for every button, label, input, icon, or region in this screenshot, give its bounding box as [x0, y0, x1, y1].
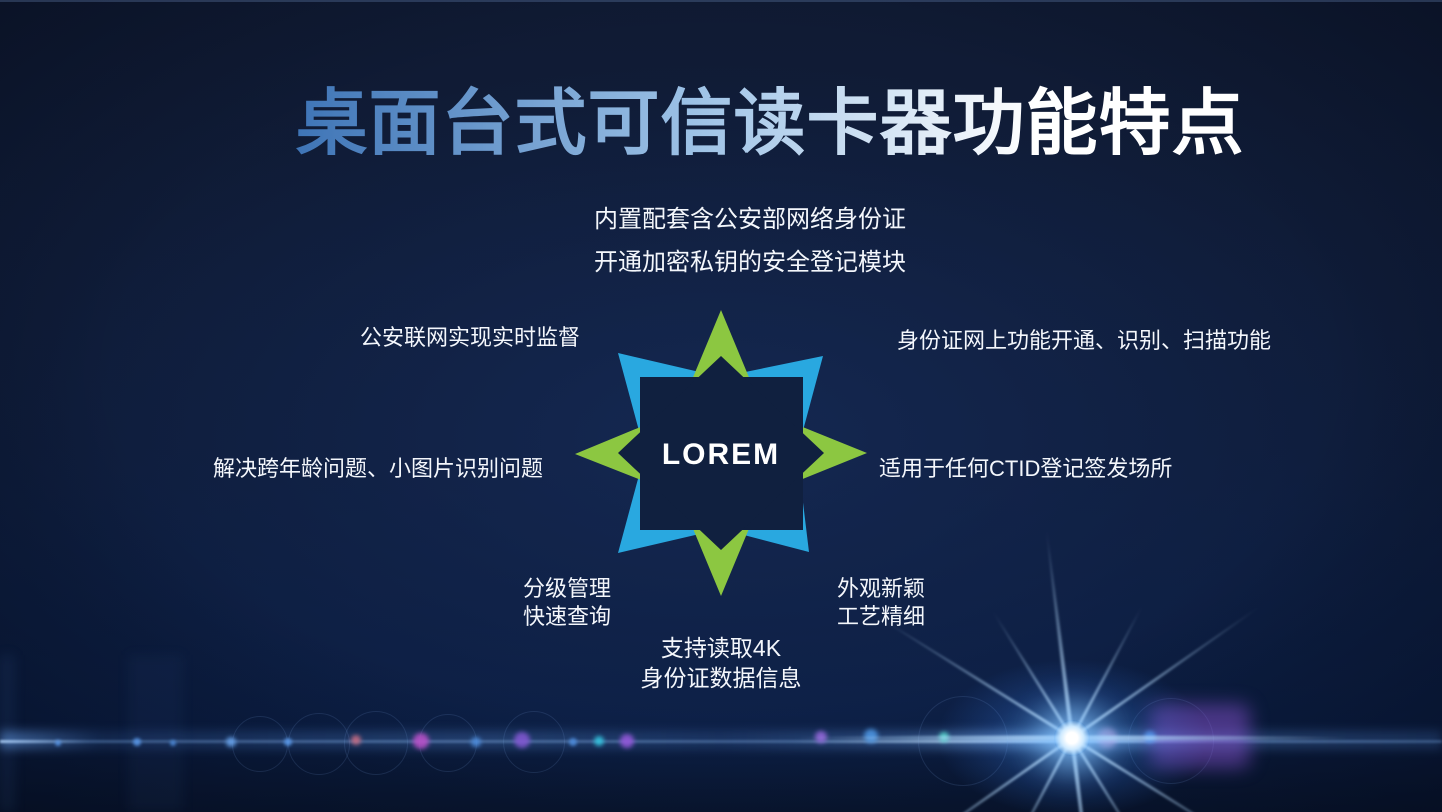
- feature-lower-right-line2: 工艺精细: [837, 604, 926, 629]
- feature-lower-left-line2: 快速查询: [523, 604, 612, 629]
- feature-top-line1: 内置配套含公安部网络身份证: [594, 206, 906, 233]
- page-title: 桌面台式可信读卡器功能特点: [295, 84, 1245, 164]
- feature-upper-right: 身份证网上功能开通、识别、扫描功能: [897, 328, 1272, 353]
- star-diagram: LOREM: [575, 310, 867, 596]
- feature-mid-right: 适用于任何CTID登记签发场所: [879, 456, 1173, 481]
- feature-mid-left: 解决跨年龄问题、小图片识别问题: [213, 456, 544, 481]
- feature-lower-left-line1: 分级管理: [523, 576, 612, 601]
- feature-lower-right: 外观新颖 工艺精细: [837, 575, 925, 631]
- bokeh-ring: [344, 711, 408, 775]
- feature-lower-left: 分级管理 快速查询: [523, 575, 611, 631]
- feature-bottom-line1: 支持读取4K: [660, 635, 782, 661]
- feature-top-line2: 开通加密私钥的安全登记模块: [594, 249, 906, 276]
- top-edge-highlight: [0, 0, 1442, 2]
- feature-bottom: 支持读取4K 身份证数据信息: [641, 633, 802, 693]
- bokeh-ring: [503, 711, 565, 773]
- center-label: LOREM: [662, 438, 780, 471]
- bokeh-ring: [288, 713, 350, 775]
- flare-core: [1054, 720, 1090, 756]
- feature-upper-left: 公安联网实现实时监督: [360, 325, 581, 350]
- bokeh-ring: [419, 714, 477, 772]
- feature-bottom-line2: 身份证数据信息: [640, 665, 802, 691]
- feature-top: 内置配套含公安部网络身份证 开通加密私钥的安全登记模块: [594, 198, 906, 284]
- bokeh-ring: [232, 716, 288, 772]
- feature-lower-right-line1: 外观新颖: [837, 576, 926, 601]
- bokeh-dots: [0, 0, 10, 10]
